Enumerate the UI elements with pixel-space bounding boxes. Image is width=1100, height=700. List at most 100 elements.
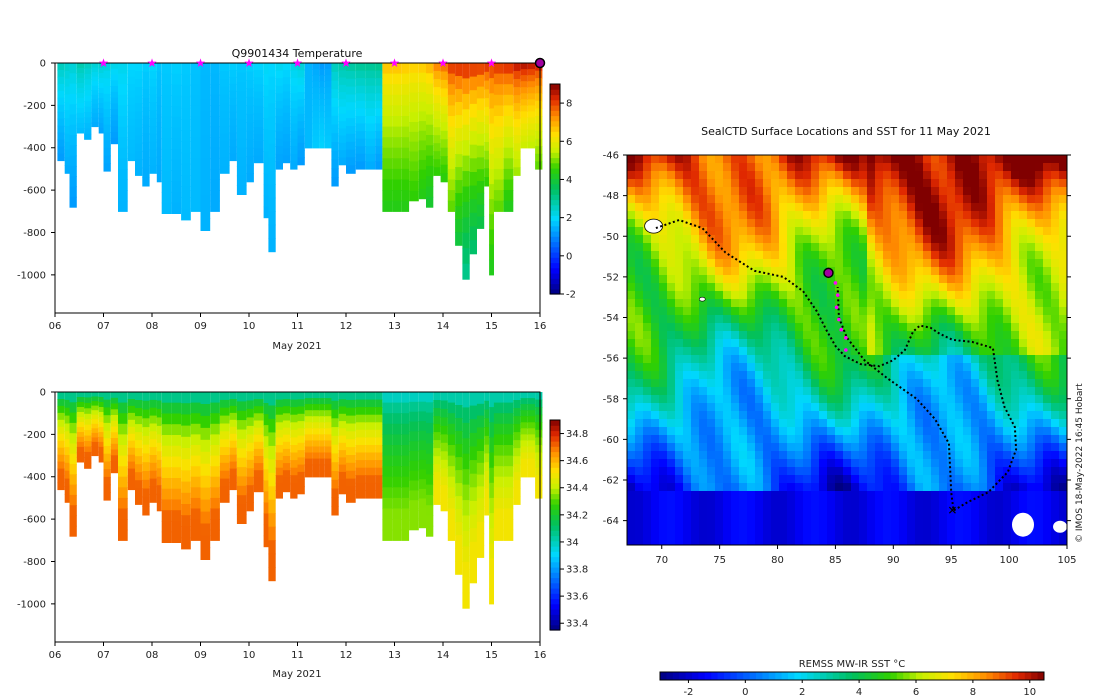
sst-cell [963,475,971,483]
sst-cell [979,419,987,427]
profile-cell [156,96,162,106]
colorbar-swatch [550,267,560,274]
sst-cell [899,235,907,243]
sst-cell [859,443,867,451]
profile-cell [127,392,136,400]
profile-cell [219,165,230,174]
sst-cell [771,339,779,347]
sst-cell [923,315,931,323]
sst-cell [1003,395,1011,403]
profile-cell [290,407,298,416]
map-colorbar-swatch [1024,672,1032,680]
sst-cell [779,323,787,331]
sst-cell [867,235,875,243]
sst-cell [811,403,819,411]
profile-cell [246,173,254,183]
sst-cell [955,283,963,291]
sst-cell [787,251,795,259]
sst-cell [891,243,899,251]
profile-cell [263,96,269,108]
sst-cell [731,499,739,507]
profile-cell [382,392,393,404]
sst-cell [843,203,851,211]
sst-cell [1003,291,1011,299]
sst-cell [651,315,659,323]
profile-cell [520,422,528,429]
profile-cell [110,114,119,122]
sst-cell [963,435,971,443]
profile-cell [91,112,99,118]
sst-cell [915,275,923,283]
profile-cell [447,445,456,457]
profile-cell [520,434,528,442]
profile-cell [135,408,143,417]
sst-cell [731,451,739,459]
sst-cell [747,171,755,179]
sst-cell [1051,211,1059,219]
sst-cell [715,275,723,283]
profile-cell [98,83,104,89]
sst-cell [699,483,707,491]
profile-cell [98,402,104,408]
profile-cell [142,142,150,152]
sst-cell [859,403,867,411]
sst-cell [787,315,795,323]
sst-cell [859,251,867,259]
profile-cell [426,474,434,486]
profile-cell [210,190,220,202]
profile-cell [118,73,128,85]
profile-cell [324,422,332,429]
sst-cell [627,475,635,483]
sst-cell [811,299,819,307]
sst-cell [851,379,859,387]
map-y-tick-label: -62 [603,476,619,487]
sst-cell [1027,315,1035,323]
sst-cell [747,307,755,315]
sst-cell [923,179,931,187]
profile-cell [484,133,489,143]
sst-cell [699,187,707,195]
profile-cell [127,461,136,470]
profile-cell [219,486,230,495]
sst-cell [691,227,699,235]
profile-cell [210,137,220,149]
sst-cell [819,331,827,339]
sst-cell [907,227,915,235]
profile-cell [110,409,119,416]
map-colorbar-swatch [711,672,719,680]
profile-cell [210,455,220,467]
sst-cell [659,403,667,411]
profile-cell [268,553,276,568]
sst-cell [899,331,907,339]
sst-cell [971,307,979,315]
sst-cell [883,179,891,187]
sst-cell [979,475,987,483]
sst-cell [811,195,819,203]
sst-cell [891,251,899,259]
sst-cell [1051,435,1059,443]
sst-cell [667,243,675,251]
sst-cell [1003,435,1011,443]
profile-cell [520,141,528,149]
profile-cell [275,131,283,140]
map-colorbar-swatch [679,672,687,680]
sst-cell [683,331,691,339]
sst-cell [723,515,731,523]
sst-cell [739,195,747,203]
sst-cell [627,331,635,339]
sst-cell [651,403,659,411]
sst-cell [1059,251,1067,259]
profile-cell [304,93,313,100]
profile-cell [210,519,220,531]
sst-cell [803,195,811,203]
sst-cell [931,467,939,475]
sst-cell [915,491,923,499]
profile-cell [382,190,393,202]
sst-cell [851,235,859,243]
sst-cell [1003,339,1011,347]
profile-cell [156,139,162,149]
sst-cell [843,155,851,163]
sst-cell [963,275,971,283]
profile-cell [64,110,70,119]
sst-cell [1059,155,1067,163]
